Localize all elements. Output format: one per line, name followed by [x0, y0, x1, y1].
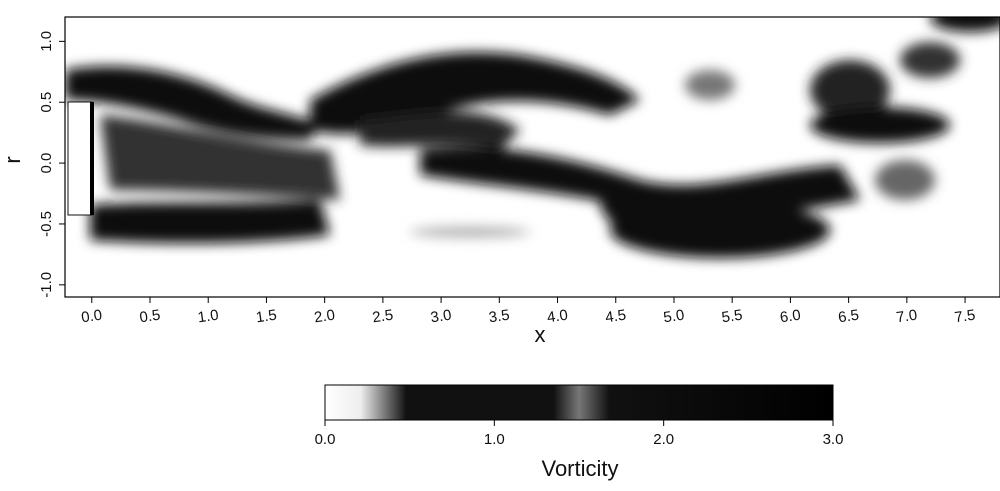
- x-tick-label: 7.0: [895, 307, 918, 327]
- x-tick-label: 4.0: [546, 307, 569, 327]
- plot-frame: [64, 16, 1000, 298]
- x-tick-label: 6.0: [779, 307, 802, 327]
- x-tick-label: 1.5: [255, 307, 278, 327]
- x-tick-label: 0.0: [80, 307, 103, 327]
- y-tick-label: -0.5: [38, 211, 55, 237]
- x-tick-label: 4.5: [604, 307, 627, 327]
- y-tick-label: 0.0: [38, 153, 55, 174]
- x-tick-label: 5.5: [721, 307, 744, 327]
- x-tick-label: 2.0: [313, 307, 336, 327]
- x-tick-label: 5.0: [662, 307, 685, 327]
- x-tick-label: 2.5: [371, 307, 394, 327]
- x-tick-label: 3.0: [430, 307, 453, 327]
- x-tick-label: 6.5: [837, 307, 860, 327]
- colorbar-tick-label: 3.0: [823, 431, 844, 448]
- colorbar-label: Vorticity: [541, 456, 618, 481]
- colorbar-tick-label: 0.0: [315, 431, 336, 448]
- x-tick-label: 1.0: [197, 307, 220, 327]
- colorbar-tick-label: 1.0: [484, 431, 505, 448]
- y-axis-label: r: [0, 156, 25, 163]
- y-tick-label: 1.0: [38, 31, 55, 52]
- nozzle: [67, 101, 93, 216]
- y-tick-label: -1.0: [38, 272, 55, 298]
- x-tick-label: 3.5: [488, 307, 511, 327]
- colorbar: [324, 384, 834, 421]
- y-tick-label: 0.5: [38, 92, 55, 113]
- vorticity-field: [65, 17, 1000, 258]
- colorbar-tick-label: 2.0: [653, 431, 674, 448]
- x-tick-label: 0.5: [138, 307, 161, 327]
- x-axis-label: x: [535, 322, 546, 347]
- x-tick-label: 7.5: [953, 307, 976, 327]
